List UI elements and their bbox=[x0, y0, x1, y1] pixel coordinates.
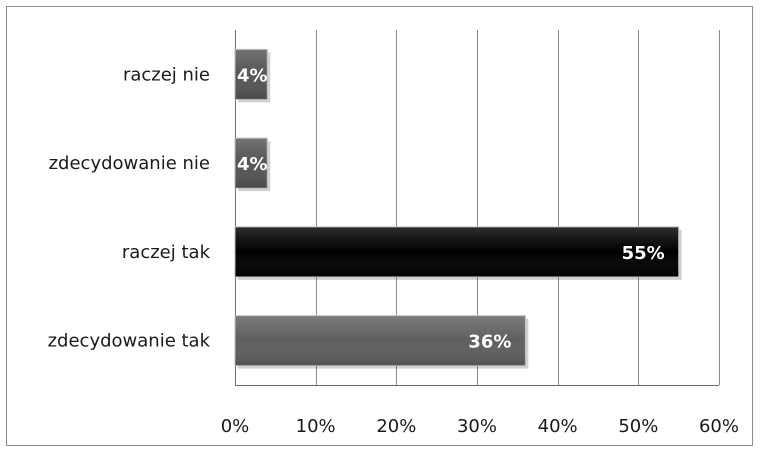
bar-sheen bbox=[235, 226, 679, 277]
bar-sheen bbox=[235, 315, 526, 366]
category-label: zdecydowanie tak bbox=[48, 331, 211, 352]
x-tick-label: 20% bbox=[376, 416, 416, 437]
x-tick-label: 50% bbox=[618, 416, 658, 437]
x-tick-label: 40% bbox=[538, 416, 578, 437]
bar-sheen bbox=[235, 49, 268, 100]
x-tick-label: 10% bbox=[296, 416, 336, 437]
x-tick-label: 0% bbox=[221, 416, 250, 437]
data-label: 4% bbox=[237, 65, 268, 86]
x-tick-label: 60% bbox=[699, 416, 739, 437]
bar-sheen bbox=[235, 138, 268, 189]
category-label: raczej nie bbox=[123, 64, 210, 85]
category-label: zdecydowanie nie bbox=[49, 153, 210, 174]
chart-frame bbox=[6, 6, 753, 446]
category-label: raczej tak bbox=[122, 242, 211, 263]
data-label: 36% bbox=[468, 332, 511, 353]
x-tick-label: 30% bbox=[457, 416, 497, 437]
data-label: 55% bbox=[622, 243, 665, 264]
data-label: 4% bbox=[237, 154, 268, 175]
